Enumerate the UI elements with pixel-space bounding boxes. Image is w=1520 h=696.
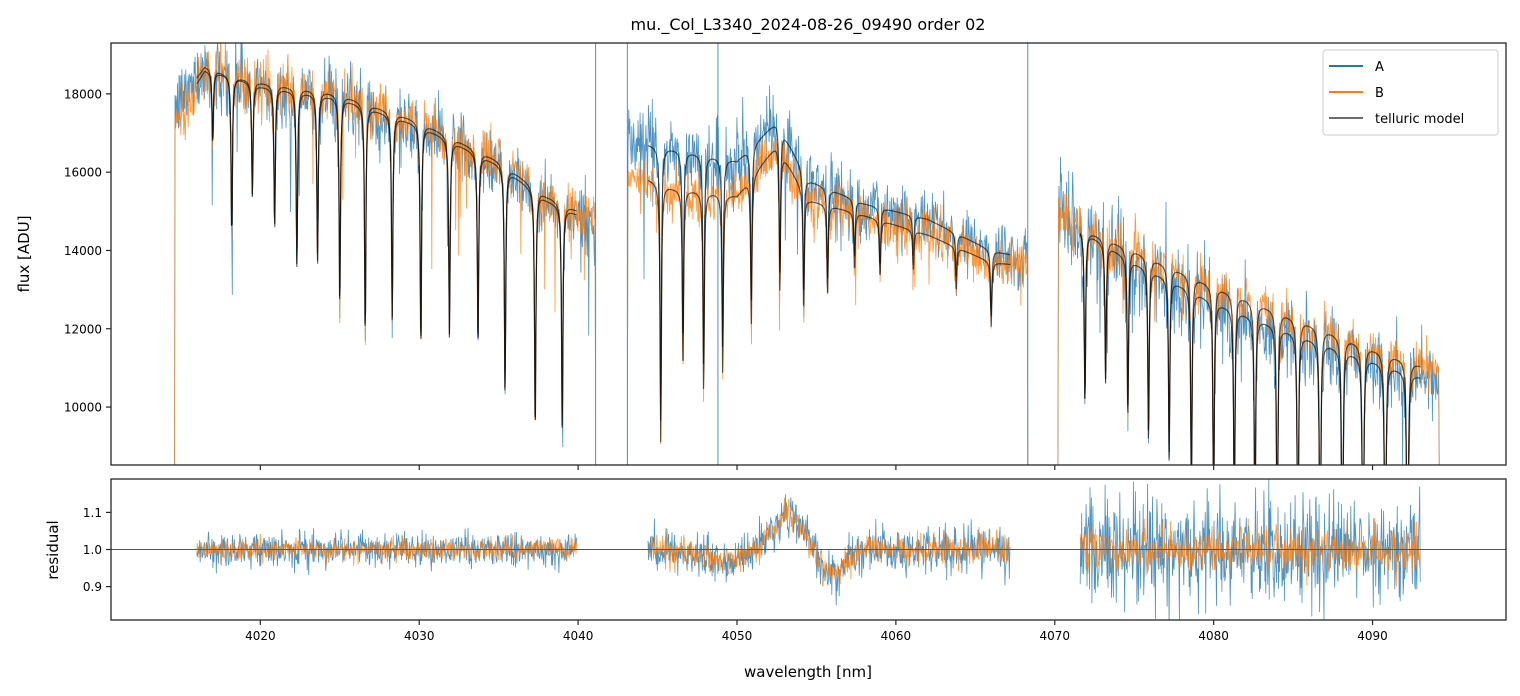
flux-axes-frame [110,42,1507,466]
legend-label-telluric: telluric model [1375,112,1464,127]
residual-series-a [1079,479,1421,620]
residual-panel: 0.91.01.1 4020 4030 4040 4050 4060 4070 4080 40… [44,478,1507,681]
legend-entry-telluric: telluric model [1329,112,1464,127]
residual-series-a [647,494,1011,606]
legend-entry-a: A [1329,60,1384,75]
legend-label-b: B [1375,86,1384,101]
residual-y-tick-label: 1.0 [83,543,102,557]
telluric-model-line [196,66,577,428]
flux-y-ticks: 10000 12000 14000 16000 18000 [64,87,111,415]
flux-y-tick-label: 10000 [64,401,102,415]
telluric-model-line [196,70,577,426]
chart-title: mu._Col_L3340_2024-08-26_09490 order 02 [631,15,986,35]
series-a-line [1057,156,1440,465]
residual-x-tick-label: 4060 [881,629,912,643]
flux-y-axis-label: flux [ADU] [15,215,33,292]
flux-y-tick-label: 14000 [64,244,102,258]
flux-panel: 10000 12000 14000 16000 18000 flux [ADU] A B… [15,42,1507,470]
residual-y-axis-label: residual [44,520,62,579]
residual-series-b [647,497,1011,587]
telluric-model-line [1079,232,1421,465]
residual-plot-area [111,479,1506,620]
residual-x-tick-label: 4090 [1357,629,1388,643]
legend: A B telluric model [1322,49,1499,136]
residual-y-ticks: 0.9 1.0 1.1 [83,506,111,594]
residual-y-tick-label: 1.1 [83,506,102,520]
flux-plot-area [174,43,1440,465]
telluric-model-line [647,126,1011,421]
residual-x-ticks: 4020 4030 4040 4050 4060 4070 4080 4090 [245,620,1388,643]
residual-x-tick-label: 4070 [1039,629,1070,643]
residual-x-tick-label: 4080 [1198,629,1229,643]
residual-y-tick-label: 0.9 [83,580,102,594]
residual-x-tick-label: 4020 [245,629,276,643]
telluric-model-line [1079,233,1421,465]
legend-entry-b: B [1329,86,1384,101]
x-axis-label: wavelength [nm] [744,663,872,681]
residual-x-tick-label: 4050 [722,629,753,643]
residual-x-tick-label: 4040 [563,629,594,643]
legend-label-a: A [1375,60,1384,75]
residual-series-b [1079,510,1421,587]
flux-x-ticks [259,465,1374,470]
series-b-line [1057,193,1440,465]
legend-frame [1322,49,1499,136]
residual-x-tick-label: 4030 [404,629,435,643]
flux-y-tick-label: 16000 [64,166,102,180]
flux-y-tick-label: 12000 [64,322,102,336]
telluric-model-line [647,150,1011,443]
flux-y-tick-label: 18000 [64,87,102,101]
